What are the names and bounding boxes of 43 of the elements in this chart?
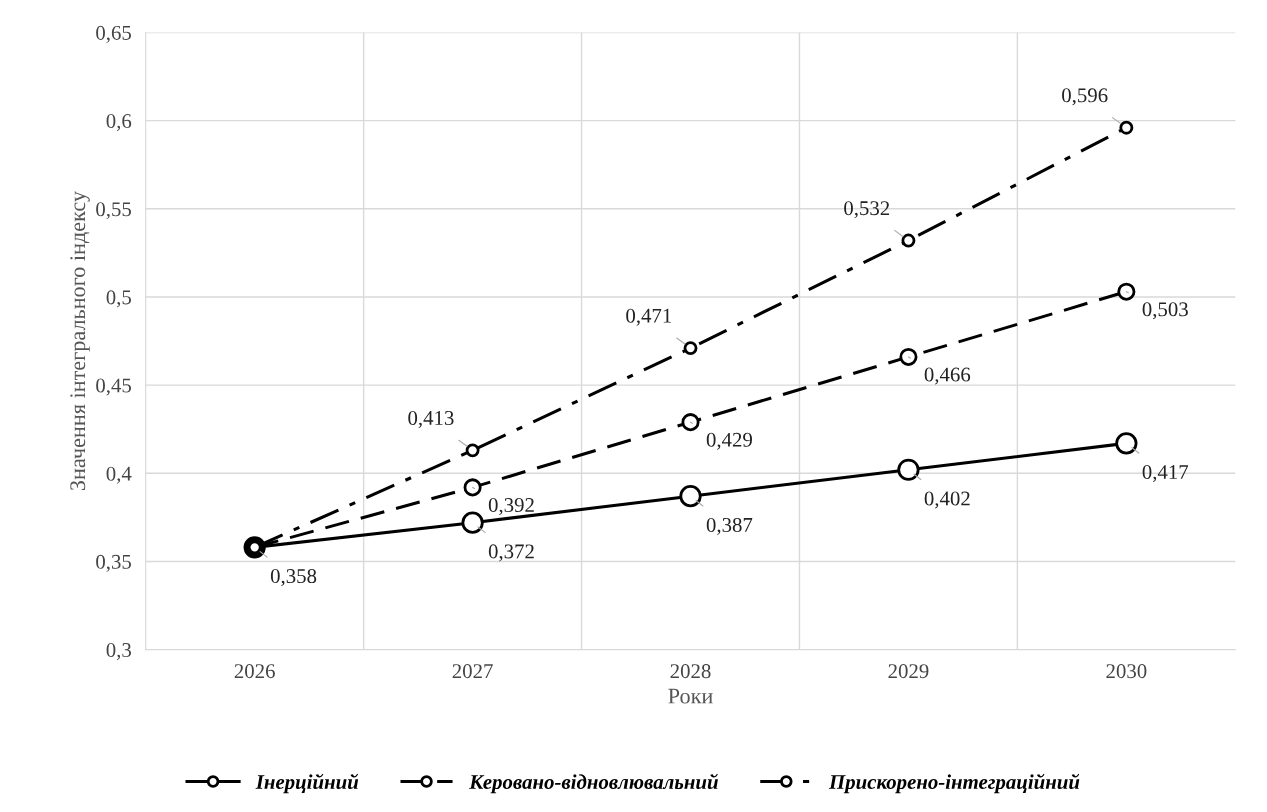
legend-label: Інерційний xyxy=(255,773,359,794)
data-label: 0,471 xyxy=(626,308,672,326)
y-axis-title: Значення інтегрального індексу xyxy=(70,191,90,491)
data-label: 0,387 xyxy=(706,517,753,535)
point xyxy=(901,233,916,248)
x-axis-title: Роки xyxy=(668,688,713,704)
x-tick-label: 2027 xyxy=(452,664,493,679)
data-label: 0,532 xyxy=(844,201,890,219)
point xyxy=(679,485,702,508)
point xyxy=(683,341,698,356)
data-label: 0,429 xyxy=(706,432,752,450)
y-tick-label: 0,45 xyxy=(96,378,131,396)
y-tick-label: 0,5 xyxy=(106,290,131,308)
data-label: 0,402 xyxy=(924,491,970,509)
data-label: 0,503 xyxy=(1142,302,1188,320)
point xyxy=(461,511,484,534)
y-tick-label: 0,55 xyxy=(96,202,131,220)
point xyxy=(1119,120,1134,135)
x-tick-label: 2030 xyxy=(1106,664,1147,679)
y-tick-label: 0,35 xyxy=(96,554,131,572)
legend-label: Керовано-відновлювальний xyxy=(469,773,718,794)
y-tick-label: 0,4 xyxy=(106,466,132,484)
x-tick-label: 2028 xyxy=(670,664,711,679)
data-label: 0,417 xyxy=(1142,465,1189,483)
x-tick-label: 2029 xyxy=(888,664,929,679)
point xyxy=(681,413,700,432)
legend-label: Прискорено-інтеграційний xyxy=(828,773,1080,794)
data-label: 0,372 xyxy=(488,544,534,562)
data-label: 0,466 xyxy=(924,367,971,385)
point xyxy=(463,478,482,497)
x-tick-label: 2026 xyxy=(234,664,275,679)
data-label: 0,358 xyxy=(270,569,317,587)
y-tick-label: 0,65 xyxy=(96,25,131,43)
y-tick-label: 0,6 xyxy=(106,114,132,132)
point xyxy=(897,458,920,481)
point xyxy=(1117,282,1136,301)
point xyxy=(465,443,480,458)
y-tick-label: 0,3 xyxy=(106,642,131,661)
data-label: 0,413 xyxy=(408,410,454,429)
data-label: 0,596 xyxy=(1062,88,1108,106)
data-label: 0,392 xyxy=(488,497,534,516)
point xyxy=(899,347,918,366)
point xyxy=(1115,432,1138,455)
